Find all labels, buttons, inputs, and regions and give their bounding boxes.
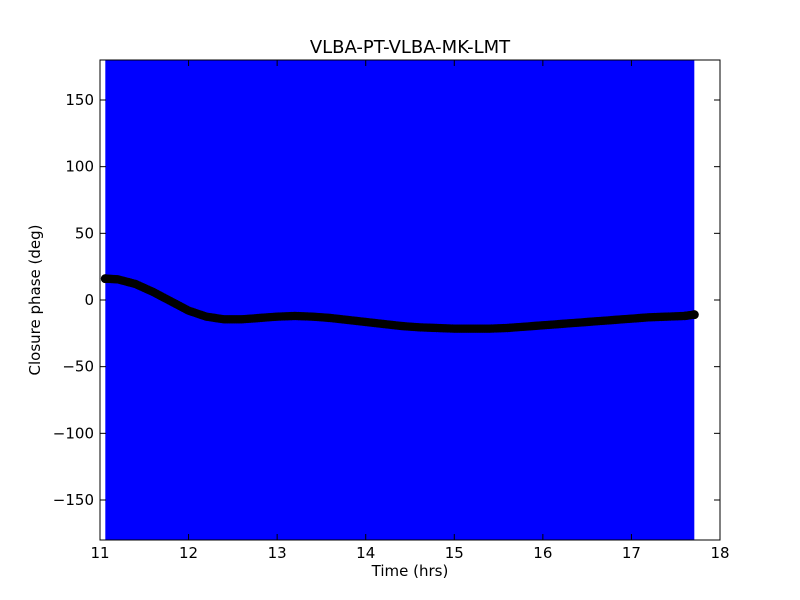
x-tick-label: 11 <box>90 544 109 562</box>
x-axis-label: Time (hrs) <box>371 562 449 580</box>
data-point <box>689 310 698 319</box>
x-tick-label: 14 <box>356 544 375 562</box>
x-tick-label: 15 <box>445 544 464 562</box>
y-tick-label: 100 <box>65 158 94 176</box>
x-tick-label: 12 <box>179 544 198 562</box>
plot-area <box>99 59 721 541</box>
coverage-band <box>105 60 695 540</box>
y-tick-label: −150 <box>53 491 94 509</box>
x-tick-label: 13 <box>268 544 287 562</box>
y-tick-label: −50 <box>62 358 94 376</box>
x-tick-label: 17 <box>622 544 641 562</box>
x-tick-label: 18 <box>710 544 729 562</box>
y-tick-label: 150 <box>65 91 94 109</box>
data-points <box>100 274 699 333</box>
y-axis-ticks: −150 −100 −50 0 50 100 150 <box>53 91 720 509</box>
chart-title: VLBA-PT-VLBA-MK-LMT <box>310 37 511 58</box>
y-axis-label: Closure phase (deg) <box>26 225 44 376</box>
y-tick-label: −100 <box>53 424 94 442</box>
x-tick-label: 16 <box>533 544 552 562</box>
y-tick-label: 0 <box>84 291 94 309</box>
x-axis-ticks: 11 12 13 14 15 16 17 18 <box>90 60 730 562</box>
y-tick-label: 50 <box>75 224 94 242</box>
